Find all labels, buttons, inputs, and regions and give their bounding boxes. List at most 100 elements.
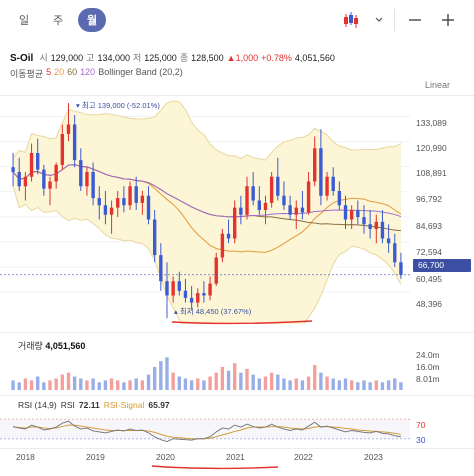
year-label: 2023: [364, 452, 383, 462]
volume-bar: [116, 380, 120, 390]
candle-body: [263, 202, 268, 210]
candle-body: [103, 205, 108, 215]
candlestick-icon: [344, 12, 358, 28]
high-value: 134,000: [97, 53, 130, 63]
volume-bar: [294, 378, 298, 390]
price-tick: 48,396: [416, 299, 442, 309]
chart-type-button[interactable]: [336, 8, 386, 32]
volume-tick: 16.0m: [416, 362, 440, 372]
chevron-down-icon[interactable]: [372, 13, 386, 27]
scale-toggle[interactable]: Linear: [424, 80, 450, 90]
volume-bar: [300, 380, 305, 390]
candle-body: [171, 281, 175, 296]
tab-day[interactable]: 일: [18, 15, 30, 27]
stock-name: S-Oil: [10, 53, 34, 64]
volume-bar: [251, 374, 255, 390]
ma60-label: 60: [67, 67, 78, 77]
minus-icon[interactable]: [407, 12, 423, 28]
period-tabs: 일 주 월: [10, 8, 106, 32]
tab-month[interactable]: 월: [78, 8, 106, 32]
year-underline-mark: [151, 465, 279, 470]
candle-body: [29, 153, 34, 177]
price-chart[interactable]: [0, 96, 410, 324]
bollinger-upper-line: [12, 100, 402, 161]
rsi-tick-70: 70: [416, 420, 426, 430]
rsi-signal-value: 65.97: [148, 400, 170, 410]
volume-bar: [109, 378, 114, 390]
candle-body: [245, 186, 249, 215]
rsi-signal-name: RSI-Signal: [103, 400, 145, 410]
candle-body: [386, 238, 391, 244]
rsi-value: 72.11: [78, 400, 100, 410]
volume-bar: [134, 378, 138, 390]
volume-bar: [208, 376, 212, 390]
volume-value: 4,051,560: [294, 53, 335, 63]
candle-body: [214, 257, 218, 284]
change-percent: +0.78%: [261, 53, 292, 63]
candle-body: [257, 200, 262, 210]
candle-body: [276, 176, 280, 196]
volume-bar: [226, 370, 231, 390]
candle-body: [356, 210, 360, 218]
candle-body: [288, 205, 292, 215]
candle-body: [48, 181, 52, 189]
volume-title: 거래량 4,051,560: [18, 339, 85, 352]
volume-bar: [11, 380, 15, 390]
indicator-row[interactable]: 이동평균 5 20 60 120 Bollinger Band (20,2): [10, 67, 183, 80]
volume-bar: [233, 363, 237, 390]
volume-bar: [17, 382, 21, 390]
change-value: ▲1,000: [226, 53, 259, 63]
rsi-chart: [0, 418, 410, 443]
volume-bar: [146, 374, 151, 390]
candle-body: [140, 195, 145, 203]
candle-body: [300, 207, 305, 213]
candle-body: [393, 243, 397, 263]
volume-bar: [48, 380, 52, 390]
candle-body: [294, 207, 298, 215]
price-tick: 120,990: [416, 143, 447, 153]
volume-bar: [103, 380, 108, 390]
price-tick: 133,089: [416, 118, 447, 128]
ma-label: 이동평균: [10, 69, 44, 79]
volume-bar: [72, 376, 77, 390]
volume-bar: [319, 372, 323, 390]
volume-chart: [11, 357, 403, 390]
low-underline-mark: [171, 320, 313, 325]
volume-bar: [362, 380, 366, 390]
volume-bar: [202, 380, 206, 390]
plus-icon[interactable]: [440, 12, 456, 28]
volume-bar: [171, 372, 175, 390]
price-tick: 60,495: [416, 274, 442, 284]
volume-bar: [282, 378, 286, 390]
candle-body: [368, 224, 372, 229]
low-label: 저: [133, 53, 142, 63]
price-tick: 72,594: [416, 247, 442, 257]
chart-top-divider: [0, 95, 474, 96]
candle-body: [374, 221, 378, 229]
volume-bar: [337, 380, 342, 390]
bollinger-lower-line: [12, 186, 402, 324]
volume-bar: [97, 382, 101, 390]
candle-body: [337, 191, 342, 206]
candle-body: [189, 297, 194, 303]
volume-bar: [374, 380, 378, 390]
candle-body: [122, 198, 126, 206]
rsi-name: RSI: [60, 400, 75, 410]
candle-body: [282, 195, 286, 206]
volume-bar: [196, 378, 200, 390]
volume-bar: [140, 380, 145, 390]
current-price-tag: 66,700: [413, 259, 471, 272]
year-label: 2021: [226, 452, 245, 462]
volume-bar: [368, 382, 372, 390]
volume-bar: [91, 378, 95, 390]
candle-body: [233, 207, 237, 239]
bollinger-band-fill: [13, 100, 401, 324]
volume-bar: [276, 374, 280, 390]
candle-body: [269, 176, 274, 203]
candle-body: [313, 148, 317, 182]
time-axis-divider: [0, 448, 474, 449]
volume-bar: [257, 378, 262, 390]
year-label: 2019: [86, 452, 105, 462]
tab-week[interactable]: 주: [52, 15, 64, 27]
candle-body: [208, 283, 212, 296]
